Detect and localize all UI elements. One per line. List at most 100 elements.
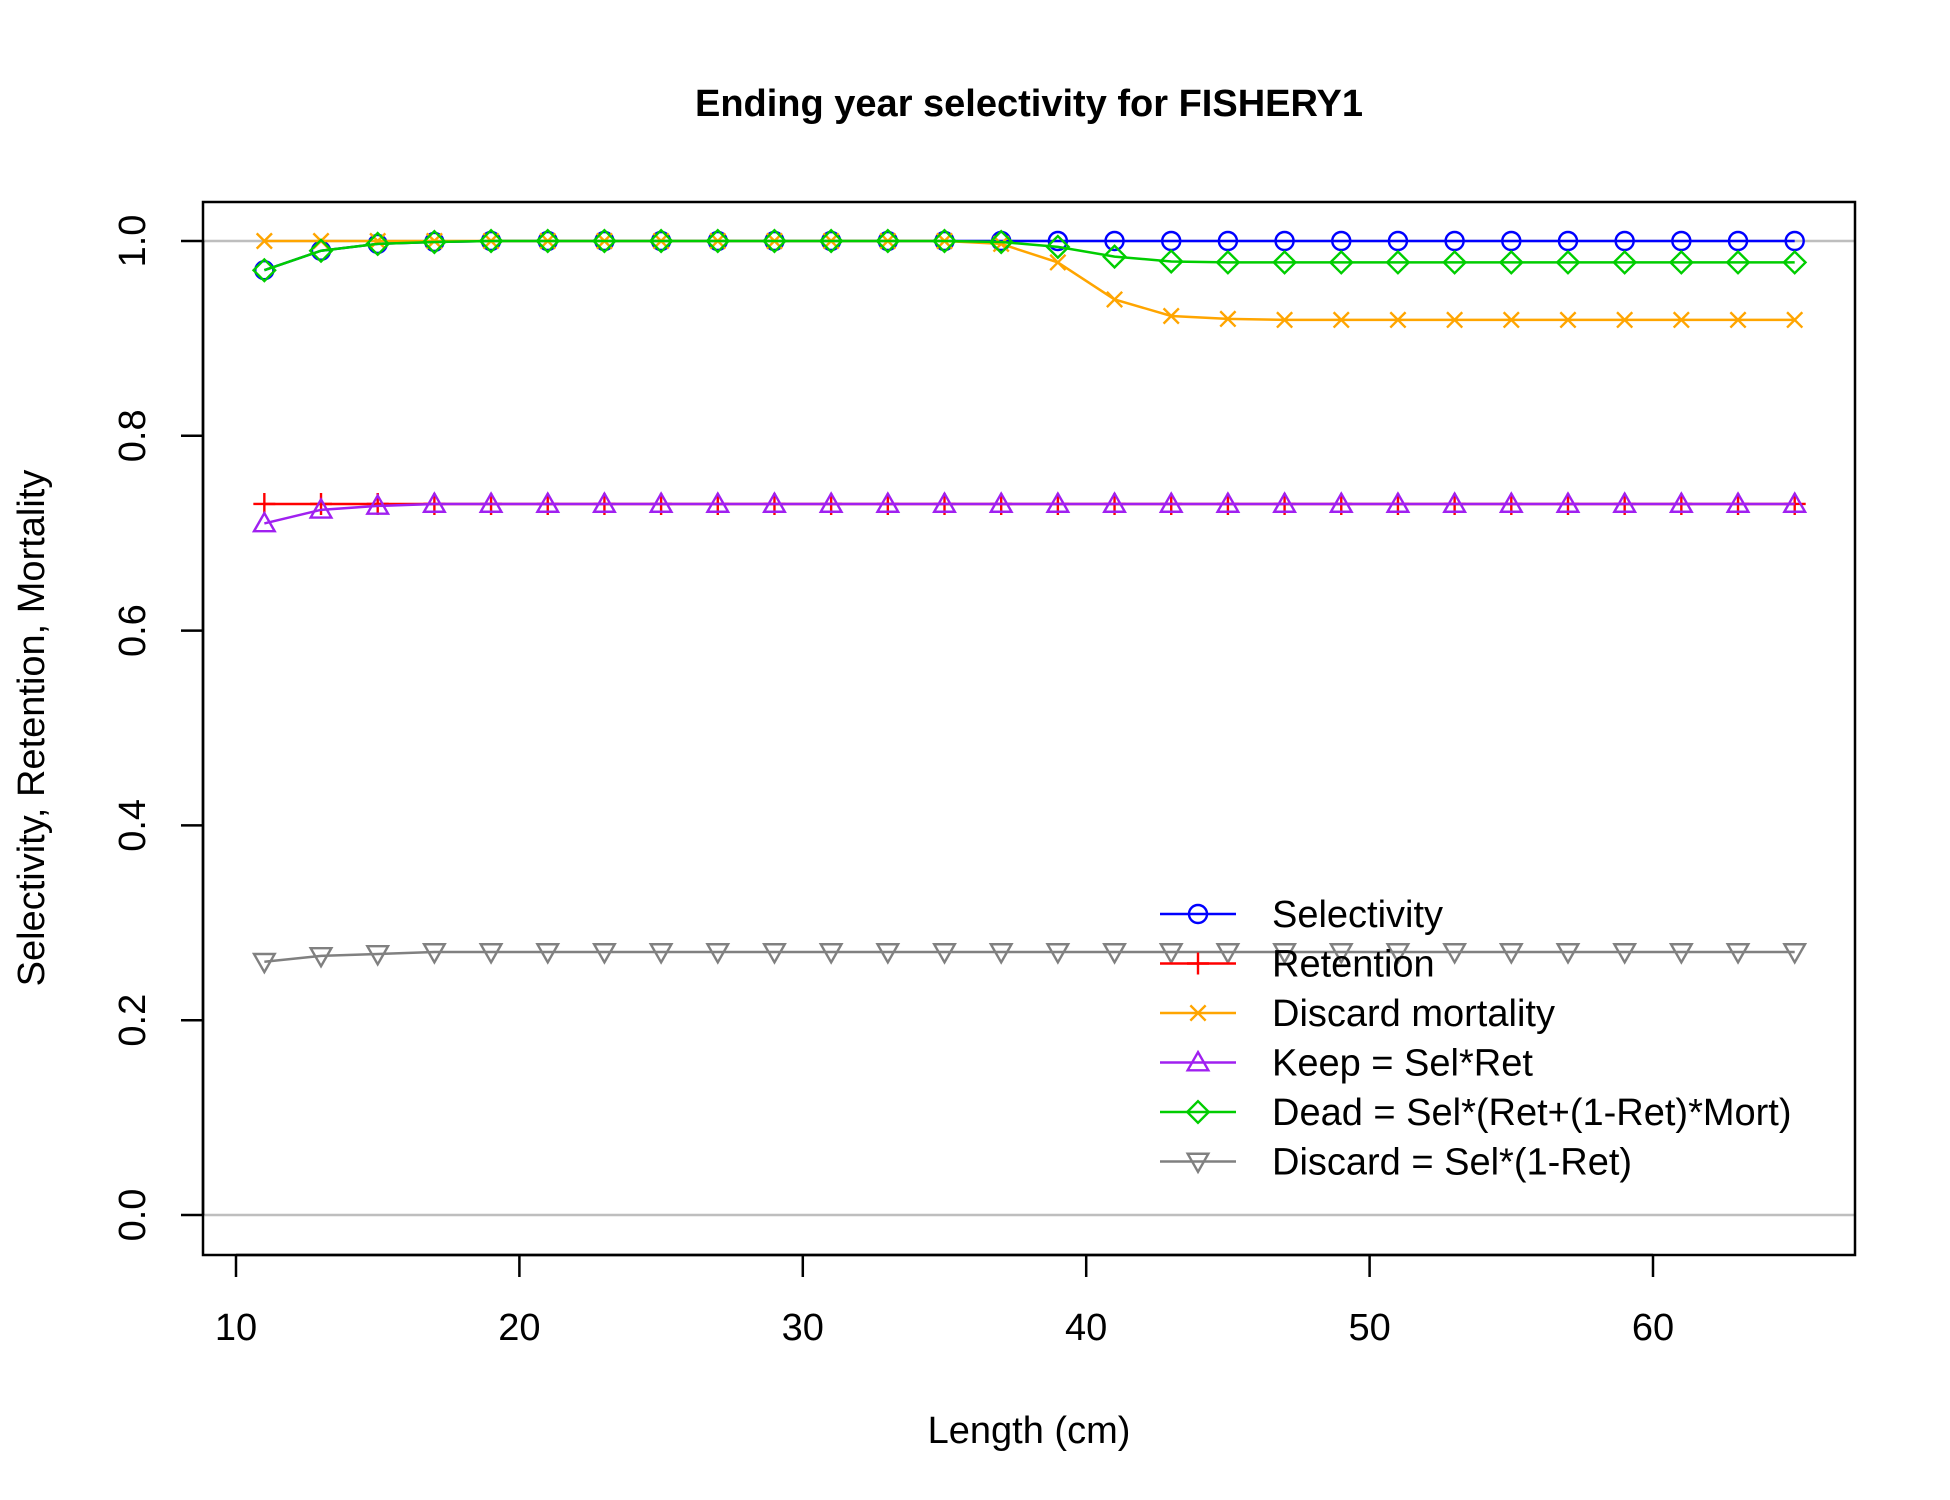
legend: Selectivity Retention Discard mortality Kee… <box>1160 894 1792 1184</box>
legend-marker <box>1185 1049 1211 1072</box>
data-point <box>762 491 787 513</box>
x-tick-label: 50 <box>1348 1307 1390 1349</box>
x-tick-label: 30 <box>782 1307 824 1349</box>
data-point <box>535 491 561 513</box>
y-tick-label: 0.8 <box>112 409 154 462</box>
data-point <box>1215 943 1241 965</box>
data-point <box>1559 311 1577 329</box>
y-tick-label: 0.2 <box>112 994 154 1047</box>
data-point <box>1102 943 1127 965</box>
data-point <box>1786 311 1804 329</box>
data-point <box>648 943 674 965</box>
data-point <box>1162 307 1180 325</box>
series-3 <box>251 491 1808 533</box>
data-point <box>478 491 504 513</box>
data-point <box>1045 943 1071 965</box>
data-point <box>818 228 844 254</box>
data-point <box>1272 491 1297 513</box>
data-point <box>1612 491 1638 513</box>
data-point <box>1782 249 1808 275</box>
data-point <box>705 491 731 513</box>
y-axis-label: Selectivity, Retention, Mortality <box>11 470 53 987</box>
data-point <box>932 228 957 254</box>
data-point <box>818 491 844 513</box>
x-axis: 10 20 30 40 50 60 <box>215 1253 1674 1349</box>
data-point <box>478 943 504 965</box>
data-point <box>251 510 277 533</box>
data-point <box>535 228 561 254</box>
data-point <box>1158 491 1184 513</box>
legend-entry: Discard mortality <box>1160 993 1555 1035</box>
data-point <box>1104 230 1125 252</box>
data-point <box>1276 311 1294 329</box>
data-point <box>1442 249 1468 275</box>
data-point <box>1385 943 1411 965</box>
data-point <box>932 491 957 513</box>
legend-marker <box>1187 952 1209 975</box>
data-point <box>932 943 957 965</box>
data-point <box>308 946 334 969</box>
legend-marker <box>1185 1152 1211 1175</box>
legend-label: Discard = Sel*(1-Ret) <box>1272 1142 1632 1184</box>
data-point <box>1729 311 1747 329</box>
legend-entry: Dead = Sel*(Ret+(1-Ret)*Mort) <box>1160 1092 1792 1134</box>
data-point <box>988 229 1014 255</box>
data-point <box>1498 491 1524 513</box>
data-point <box>1328 249 1354 275</box>
data-point <box>1215 249 1241 275</box>
data-point <box>1725 943 1751 965</box>
data-point <box>308 238 334 264</box>
data-point <box>478 228 504 254</box>
series-line <box>263 239 1795 272</box>
data-point <box>1555 249 1581 275</box>
series-5 <box>251 943 1808 975</box>
data-point <box>365 493 391 515</box>
legend-label: Dead = Sel*(Ret+(1-Ret)*Mort) <box>1272 1092 1792 1134</box>
series-line <box>264 950 1795 964</box>
data-point <box>705 228 731 254</box>
data-point <box>255 232 273 250</box>
data-point <box>251 952 277 975</box>
data-point <box>1049 253 1067 271</box>
chart-title: Ending year selectivity for FISHERY1 <box>695 83 1363 125</box>
legend-label: Discard mortality <box>1272 993 1555 1035</box>
data-point <box>1782 491 1808 513</box>
data-point <box>1385 491 1411 513</box>
series-line <box>264 502 1795 525</box>
data-point <box>1668 249 1694 275</box>
data-point <box>421 943 447 965</box>
x-tick-label: 60 <box>1632 1307 1674 1349</box>
legend-entry: Discard = Sel*(1-Ret) <box>1160 1142 1632 1184</box>
legend-label: Keep = Sel*Ret <box>1272 1043 1533 1085</box>
data-point <box>1502 311 1520 329</box>
data-point <box>1158 248 1184 274</box>
data-point <box>1215 491 1241 513</box>
data-point <box>762 943 787 965</box>
x-tick-label: 40 <box>1065 1307 1107 1349</box>
data-point <box>1389 311 1407 329</box>
data-point <box>592 943 617 965</box>
legend-marker <box>1185 1099 1211 1125</box>
data-point <box>1045 234 1071 260</box>
data-point <box>648 228 674 254</box>
data-point <box>421 229 447 255</box>
legend-entry: Selectivity <box>1160 894 1443 936</box>
data-point <box>1668 943 1694 965</box>
data-point <box>1555 491 1581 513</box>
data-point <box>535 943 561 965</box>
data-point <box>1102 491 1127 513</box>
data-point <box>1328 491 1354 513</box>
legend-entry: Keep = Sel*Ret <box>1160 1043 1533 1085</box>
data-point <box>1498 943 1524 965</box>
data-point <box>310 492 333 515</box>
data-point <box>1555 943 1581 965</box>
data-point <box>1612 249 1638 275</box>
data-point <box>761 228 787 254</box>
legend-entry: Retention <box>1160 944 1435 986</box>
data-point <box>875 491 901 513</box>
data-point <box>988 491 1014 513</box>
y-axis: 0.0 0.2 0.4 0.6 0.8 1.0 <box>112 215 205 1241</box>
data-point <box>988 943 1014 965</box>
